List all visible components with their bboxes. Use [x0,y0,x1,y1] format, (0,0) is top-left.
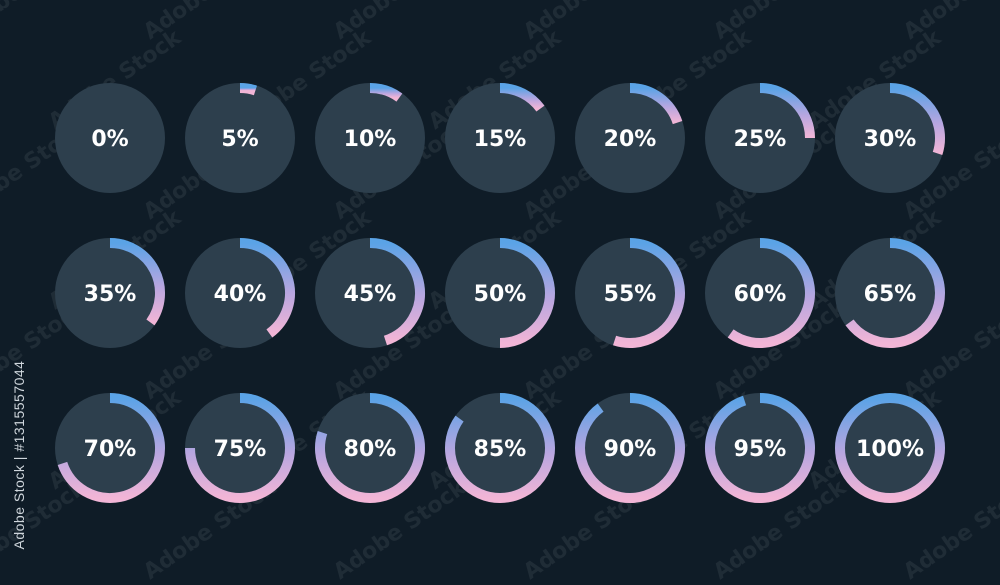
progress-circle-background [185,83,295,193]
progress-circle-background [445,83,555,193]
progress-label: 50% [474,282,527,307]
progress-label: 45% [344,282,397,307]
progress-label: 0% [91,127,128,152]
progress-indicator: 10% [315,83,425,193]
progress-circle-background [185,238,295,348]
progress-circle-background [55,238,165,348]
progress-arc [889,83,945,155]
progress-circle-background [705,238,815,348]
progress-circle-background [55,393,165,503]
progress-circle-background [575,393,685,503]
progress-label: 70% [84,437,137,462]
progress-arc [499,83,545,112]
stock-id-label: Adobe Stock | #1315557044 [9,345,29,565]
progress-label: 40% [214,282,267,307]
progress-circle-background [445,238,555,348]
progress-arc [705,393,815,503]
progress-arc [845,238,945,348]
progress-circle-background [315,238,425,348]
progress-arc [315,393,425,503]
progress-indicator: 95% [705,393,815,503]
progress-circle-background [445,393,555,503]
watermark-text: Adobe Stock [994,205,1000,315]
progress-label: 30% [864,127,917,152]
progress-arc [109,238,165,326]
progress-arc [239,83,257,96]
progress-label: 10% [344,127,397,152]
progress-indicator: 45% [315,238,425,348]
progress-circle-background [315,83,425,193]
progress-label: 100% [856,437,924,462]
progress-indicator: 75% [185,393,295,503]
progress-circle-background [185,393,295,503]
progress-arc [499,238,555,348]
progress-circle-background [835,238,945,348]
progress-rings: 0% 5% 10% 15% 20% 25% 30% 35% 40% 45% 50% 55% 60% 65%… [55,83,945,503]
progress-label: 15% [474,127,527,152]
progress-circle-background [55,83,165,193]
progress-label: 5% [221,127,258,152]
progress-arc [759,83,815,139]
progress-arc [629,83,683,125]
progress-indicator: 35% [55,238,165,348]
progress-indicator: 65% [835,238,945,348]
watermark-text: Adobe Stock [994,385,1000,495]
progress-arc [445,393,555,503]
progress-arc [57,393,165,503]
progress-indicator: 25% [705,83,815,193]
progress-label: 95% [734,437,787,462]
progress-label: 20% [604,127,657,152]
progress-label: 35% [84,282,137,307]
progress-circle-background [315,393,425,503]
progress-indicator: 60% [705,238,815,348]
progress-indicator: 0% [55,83,165,193]
progress-indicator: 30% [835,83,945,193]
progress-arc [239,238,295,338]
progress-circle-background [575,238,685,348]
progress-label: 65% [864,282,917,307]
watermark-text: Adobe Stock [994,25,1000,135]
progress-arc [613,238,685,348]
progress-indicator: 40% [185,238,295,348]
watermark-text: Adobe Stock [0,0,92,45]
progress-circle-background [835,83,945,193]
progress-circle-background [705,83,815,193]
progress-arc [369,238,425,346]
progress-arc [727,238,815,348]
progress-arc [185,393,295,503]
progress-label: 80% [344,437,397,462]
progress-indicator: 100% [835,393,945,503]
progress-label: 90% [604,437,657,462]
progress-indicator: 50% [445,238,555,348]
stock-id-text: Adobe Stock | #1315557044 [11,360,27,550]
progress-indicator: 20% [575,83,685,193]
progress-indicator: 70% [55,393,165,503]
progress-arc [835,393,945,503]
progress-indicator: 5% [185,83,295,193]
progress-label: 60% [734,282,787,307]
progress-indicator: 85% [445,393,555,503]
progress-label: 55% [604,282,657,307]
progress-indicator: 90% [575,393,685,503]
progress-indicator: 80% [315,393,425,503]
progress-circle-background [835,393,945,503]
progress-indicator: 55% [575,238,685,348]
progress-label: 85% [474,437,527,462]
progress-circle-background [575,83,685,193]
progress-circle-background [705,393,815,503]
progress-indicator: 15% [445,83,555,193]
progress-arc [369,83,403,102]
progress-label: 25% [734,127,787,152]
progress-label: 75% [214,437,267,462]
progress-arc [575,393,685,503]
